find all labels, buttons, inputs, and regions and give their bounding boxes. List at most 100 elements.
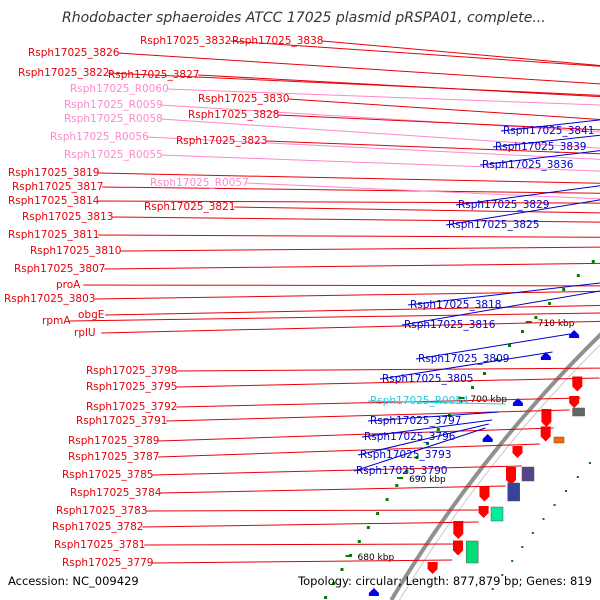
label-leader-line bbox=[176, 377, 600, 388]
gene-label: Rsph17025_3819 bbox=[8, 167, 99, 179]
gene-label: Rsph17025_3823 bbox=[176, 135, 267, 147]
gene-label: Rsph17025_3803 bbox=[4, 293, 95, 305]
label-leader-line bbox=[158, 443, 540, 458]
gene-label: Rsph17025_3836 bbox=[482, 159, 574, 171]
forward-gene-arrow bbox=[478, 506, 489, 518]
inner-scale-dot bbox=[588, 462, 591, 464]
accession-text: Accession: NC_009429 bbox=[8, 574, 139, 588]
scale-dot bbox=[332, 582, 336, 585]
label-leader-line bbox=[98, 234, 600, 238]
label-leader-line bbox=[500, 119, 600, 132]
gene-label: Rsph17025_3781 bbox=[54, 539, 145, 551]
inner-scale-dot bbox=[511, 560, 514, 562]
gene-label: Rsph17025_3809 bbox=[418, 353, 509, 365]
label-leader-line bbox=[198, 74, 600, 98]
gene-label: Rsph17025_R0056 bbox=[50, 131, 149, 143]
gene-label: Rsph17025_3791 bbox=[76, 415, 167, 427]
label-leader-line bbox=[158, 427, 554, 442]
forward-gene-arrow bbox=[541, 409, 552, 427]
gene-label: Rsph17025_3821 bbox=[144, 201, 235, 213]
gene-label: Rsph17025_3795 bbox=[86, 381, 177, 393]
gene-label: Rsph17025_3814 bbox=[8, 195, 100, 207]
scale-dot bbox=[405, 470, 409, 473]
gene-label: Rsph17025_3822 bbox=[18, 67, 109, 79]
gene-block bbox=[521, 466, 535, 482]
gene-label: Rsph17025_3789 bbox=[68, 435, 159, 447]
inner-scale-dot bbox=[542, 518, 545, 520]
forward-gene-arrow bbox=[572, 376, 583, 392]
label-leader-line bbox=[94, 290, 600, 300]
scale-dot bbox=[548, 302, 552, 305]
label-leader-line bbox=[492, 134, 600, 148]
reverse-gene-arrow bbox=[368, 588, 379, 596]
label-leader-line bbox=[160, 118, 600, 149]
gene-label: Rsph17025_3817 bbox=[12, 181, 103, 193]
label-leader-line bbox=[102, 186, 600, 194]
forward-gene-arrow bbox=[506, 467, 516, 485]
tick-label: 690 kbp bbox=[409, 475, 446, 485]
gene-label: Rsph17025_3841 bbox=[503, 125, 594, 137]
gene-label: Rsph17025_3828 bbox=[188, 109, 279, 121]
gene-block bbox=[553, 436, 565, 444]
backbone-inner-edge bbox=[399, 344, 600, 600]
label-leader-line bbox=[146, 136, 600, 160]
scale-dot bbox=[385, 498, 389, 501]
label-leader-line bbox=[98, 172, 600, 184]
scale-dot bbox=[508, 344, 511, 347]
scale-dot bbox=[376, 512, 380, 515]
scale-dot bbox=[436, 428, 440, 431]
gene-label: Rsph17025_R0057 bbox=[150, 177, 249, 189]
gene-label: proA bbox=[56, 279, 81, 291]
gene-label: Rsph17025_R0060 bbox=[70, 83, 169, 95]
label-leader-line bbox=[361, 419, 493, 438]
label-leader-line bbox=[105, 304, 600, 316]
forward-gene-arrow bbox=[453, 540, 463, 556]
gene-label: Rsph17025_3784 bbox=[70, 487, 162, 499]
forward-gene-arrow bbox=[479, 486, 490, 502]
scale-dot bbox=[357, 540, 361, 543]
gene-label: rpmA bbox=[42, 315, 71, 327]
label-leader-line bbox=[120, 246, 600, 252]
gene-block bbox=[507, 482, 520, 502]
label-leader-line bbox=[144, 543, 464, 546]
scale-dot bbox=[591, 260, 595, 263]
label-leader-line bbox=[142, 521, 479, 528]
label-leader-line bbox=[278, 114, 600, 131]
gene-label: Rsph17025_3783 bbox=[56, 505, 147, 517]
reverse-gene-arrow bbox=[540, 352, 551, 360]
gene-label: Rsph17025_3825 bbox=[448, 219, 539, 231]
scale-dot bbox=[324, 596, 328, 599]
inner-scale-dot bbox=[491, 588, 494, 590]
inner-scale-dot bbox=[531, 532, 534, 534]
gene-label: Rsph17025_3787 bbox=[68, 451, 159, 463]
label-leader-line bbox=[445, 199, 600, 226]
label-leader-line bbox=[112, 216, 600, 223]
backbone-layer bbox=[389, 332, 600, 600]
label-leader-line bbox=[166, 409, 570, 422]
forward-gene-arrow bbox=[569, 396, 580, 408]
gene-label: rplU bbox=[74, 327, 96, 339]
gene-label: Rsph17025_3827 bbox=[108, 69, 199, 81]
inner-scale-dot bbox=[576, 476, 579, 478]
forward-gene-arrow bbox=[540, 426, 551, 442]
scale-dot bbox=[426, 442, 429, 445]
inner-scale-dot bbox=[521, 546, 524, 548]
label-leader-line bbox=[108, 72, 600, 96]
tick-label: 710 kbp bbox=[538, 319, 575, 329]
label-leader-line bbox=[160, 485, 506, 494]
scale-dot bbox=[395, 484, 399, 487]
label-leader-line bbox=[407, 282, 600, 306]
forward-gene-arrow bbox=[453, 521, 464, 539]
gene-label: Rsph17025_3790 bbox=[356, 465, 447, 477]
label-leader-line bbox=[104, 262, 600, 270]
gene-block bbox=[490, 506, 504, 522]
label-leader-line bbox=[83, 284, 600, 287]
label-leader-line bbox=[288, 98, 600, 120]
inner-scale-dot bbox=[565, 490, 567, 492]
gene-label: Rsph17025_3830 bbox=[198, 93, 289, 105]
inner-scale-dot bbox=[553, 504, 556, 506]
feature-layer bbox=[368, 330, 585, 596]
scale-dot bbox=[366, 526, 370, 529]
gene-label: Rsph17025_3839 bbox=[495, 141, 586, 153]
